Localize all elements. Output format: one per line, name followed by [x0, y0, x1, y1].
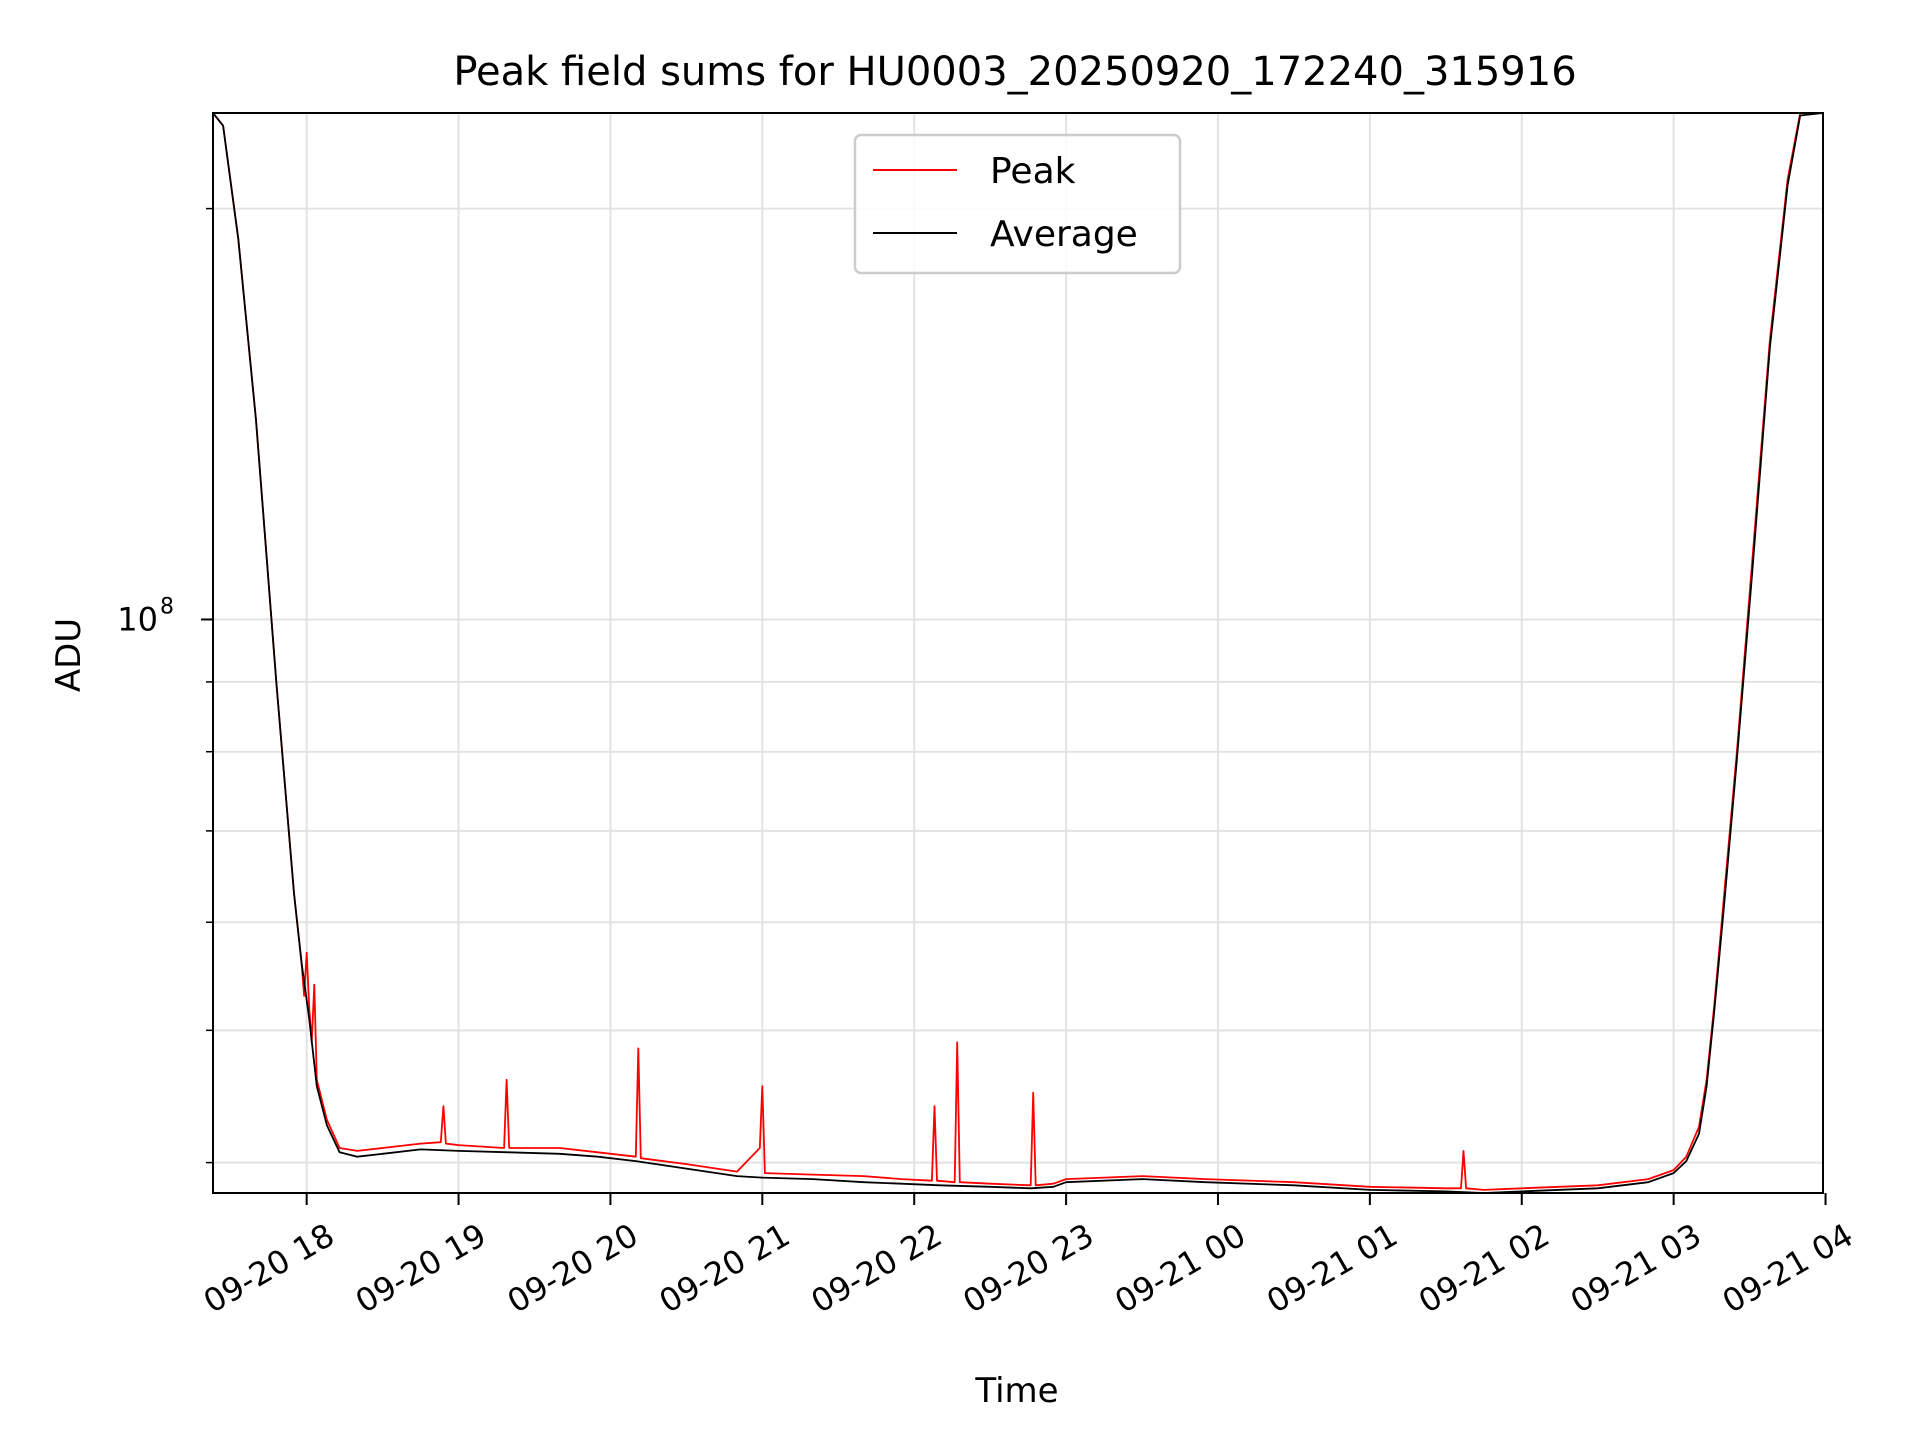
chart-title: Peak field sums for HU0003_20250920_1722… [453, 49, 1576, 95]
y-tick-label: 10 [117, 600, 158, 638]
y-tick-label-exponent: 8 [160, 594, 174, 619]
legend-label-average: Average [990, 214, 1138, 255]
grid-lines [213, 113, 1823, 1193]
series-line-average [212, 112, 1824, 1194]
x-axis-label: Time [974, 1371, 1058, 1411]
legend: Peak Average [853, 133, 1182, 275]
series-layer [212, 112, 1824, 1194]
series-line-peak [212, 112, 1823, 1191]
axes-frame [212, 112, 1824, 1194]
legend-label-peak: Peak [990, 151, 1076, 192]
y-axis-label: ADU [49, 618, 89, 692]
